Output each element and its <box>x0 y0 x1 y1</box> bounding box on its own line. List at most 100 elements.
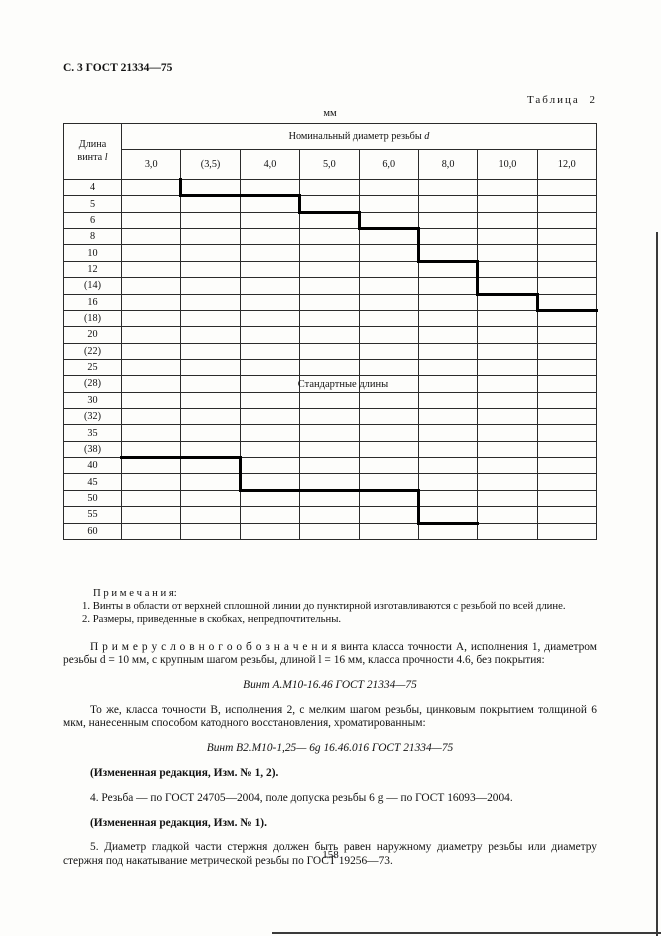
step-boundary-segment <box>238 456 242 492</box>
grid-cell <box>180 457 241 475</box>
designation-example-2: Винт В2.М10-1,25— 6g 16.46.016 ГОСТ 2133… <box>206 742 454 755</box>
grid-cell <box>536 424 598 442</box>
grid-cell <box>358 293 419 311</box>
step-boundary-segment <box>357 227 420 231</box>
length-cell: (14) <box>63 277 122 295</box>
scan-edge-artifact-bottom <box>272 932 661 934</box>
screw-length-table: Длина винта l Номинальный диаметр резьбы d… <box>63 123 598 540</box>
grid-cell <box>120 489 182 508</box>
length-row: 12 <box>63 260 598 279</box>
grid-cell <box>120 375 182 393</box>
length-row: 50 <box>63 489 598 508</box>
grid-cell <box>239 260 301 279</box>
grid-cell <box>358 489 419 508</box>
step-boundary-segment <box>179 178 183 198</box>
grid-cell <box>477 440 538 459</box>
grid-cell <box>358 424 419 442</box>
grid-cell <box>358 440 419 459</box>
grid-cell <box>417 440 479 459</box>
length-row: 10 <box>63 244 598 262</box>
grid-cell <box>239 457 301 475</box>
diameter-col-header: 10,0 <box>477 149 538 180</box>
length-cell: 20 <box>63 326 122 344</box>
grid-cell <box>536 211 598 230</box>
standard-lengths-label: Стандартные длины <box>297 379 389 390</box>
grid-cell <box>299 358 360 377</box>
grid-cell <box>120 457 182 475</box>
grid-cell <box>120 326 182 344</box>
length-row: 16 <box>63 293 598 311</box>
diameter-col-header: 4,0 <box>239 149 301 180</box>
grid-cell <box>180 391 241 410</box>
step-boundary-segment <box>120 456 242 460</box>
grid-cell <box>180 326 241 344</box>
designation-example-1: Винт А.М10-16.46 ГОСТ 21334—75 <box>243 679 417 692</box>
grid-cell <box>239 244 301 262</box>
grid-cell <box>477 228 538 246</box>
grid-cell <box>239 506 301 524</box>
length-row: 40 <box>63 457 598 475</box>
grid-cell <box>239 326 301 344</box>
length-row: (32) <box>63 408 598 426</box>
diameter-col-header: 8,0 <box>417 149 479 180</box>
grid-cell <box>417 473 479 491</box>
grid-cell <box>120 309 182 328</box>
step-boundary-segment <box>416 227 420 263</box>
grid-cell <box>536 408 598 426</box>
grid-cell <box>239 342 301 360</box>
notes-title: П р и м е ч а н и я: <box>93 587 177 599</box>
grid-cell <box>299 293 360 311</box>
grid-cell <box>417 342 479 360</box>
grid-cell <box>477 522 538 540</box>
grid-cell <box>120 178 182 197</box>
length-row: (18) <box>63 309 598 328</box>
grid-cell <box>477 473 538 491</box>
grid-cell <box>477 260 538 279</box>
grid-cell <box>417 211 479 230</box>
grid-cell <box>239 522 301 540</box>
clause-4: 4. Резьба — по ГОСТ 24705—2004, поле доп… <box>90 791 513 804</box>
grid-cell <box>536 440 598 459</box>
grid-cell <box>358 391 419 410</box>
length-cell: 10 <box>63 244 122 262</box>
page-header: С. 3 ГОСТ 21334—75 <box>63 62 173 74</box>
step-boundary-segment <box>416 521 480 525</box>
length-row: 35 <box>63 424 598 442</box>
grid-cell <box>180 260 241 279</box>
grid-cell <box>120 211 182 230</box>
grid-cell <box>536 309 598 328</box>
grid-cell <box>358 522 419 540</box>
grid-cell <box>120 228 182 246</box>
length-cell: 60 <box>63 522 122 540</box>
step-boundary-segment <box>238 488 420 492</box>
diameter-col-header: 12,0 <box>536 149 598 180</box>
diameter-col-header: (3,5) <box>180 149 241 180</box>
diameter-col-header: 6,0 <box>358 149 419 180</box>
note-item-1: 1. Винты в области от верхней сплошной л… <box>82 600 566 612</box>
length-cell: 40 <box>63 457 122 475</box>
grid-cell <box>120 244 182 262</box>
example-designation-intro: П р и м е р у с л о в н о г о о б о з н … <box>63 641 597 667</box>
length-row: 55 <box>63 506 598 524</box>
grid-cell <box>417 424 479 442</box>
grid-cell <box>120 277 182 295</box>
grid-cell <box>477 506 538 524</box>
grid-cell <box>536 342 598 360</box>
grid-cell <box>120 391 182 410</box>
length-cell: (22) <box>63 342 122 360</box>
grid-cell <box>536 489 598 508</box>
grid-cell <box>417 195 479 213</box>
length-row: 4 <box>63 178 598 197</box>
grid-cell <box>536 358 598 377</box>
length-cell: 12 <box>63 260 122 279</box>
grid-cell <box>417 178 479 197</box>
length-cell: 16 <box>63 293 122 311</box>
grid-cell <box>358 277 419 295</box>
grid-cell <box>536 195 598 213</box>
grid-cell <box>299 309 360 328</box>
length-cell: 5 <box>63 195 122 213</box>
grid-cell <box>417 489 479 508</box>
grid-cell <box>180 489 241 508</box>
grid-cell <box>299 408 360 426</box>
grid-cell <box>239 391 301 410</box>
